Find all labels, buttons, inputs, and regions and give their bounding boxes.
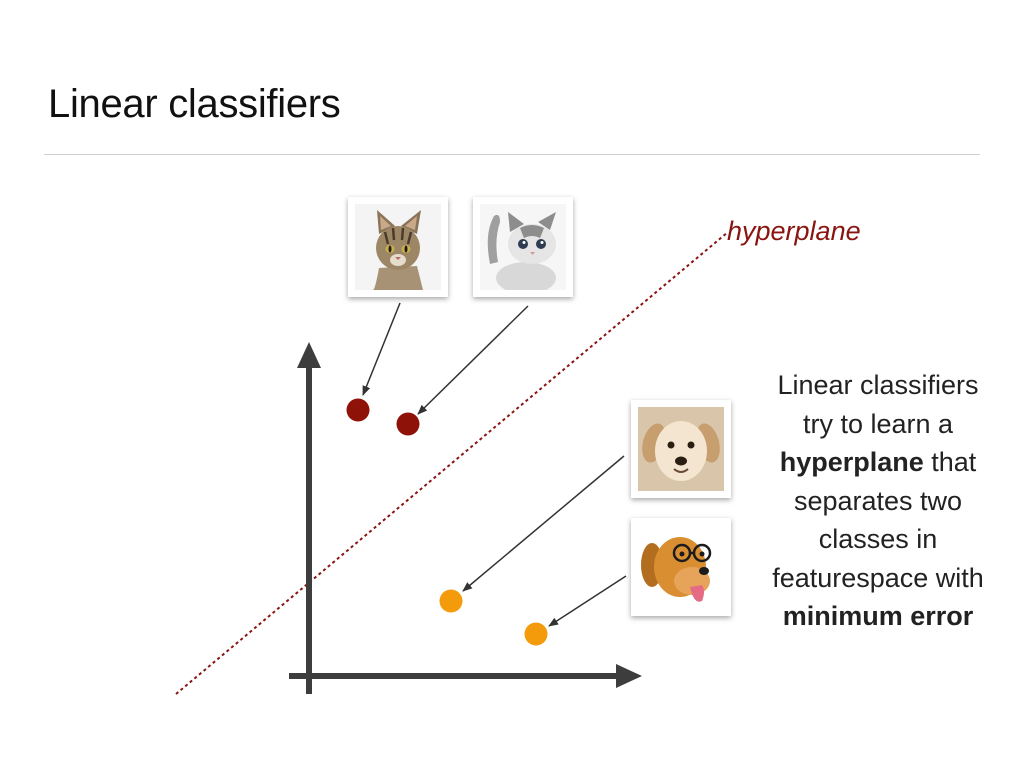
- cat-photo-icon: [355, 204, 441, 290]
- arrow-dog-2: [548, 575, 627, 627]
- description-bold-hyperplane: hyperplane: [779, 447, 924, 477]
- description-part1: Linear classifiers try to learn a: [777, 370, 979, 439]
- class-a-point: [346, 398, 370, 422]
- arrow-cat-1: [362, 302, 401, 396]
- kitten-photo-frame: [473, 197, 573, 297]
- class-b-point: [524, 622, 548, 646]
- class-b-point: [439, 589, 463, 613]
- description-bold-minimum-error: minimum error: [782, 601, 974, 631]
- puppy-photo-icon: [638, 407, 724, 491]
- class-a-point: [396, 412, 420, 436]
- y-axis: [297, 342, 321, 694]
- arrow-cat-2: [417, 305, 529, 415]
- description-part2: that separates two classes in featurespa…: [772, 447, 984, 593]
- description-text: Linear classifiers try to learn a hyperp…: [762, 366, 994, 636]
- hyperplane-label: hyperplane: [727, 216, 861, 246]
- dog-with-glasses-photo-frame: [631, 518, 731, 616]
- dog-with-glasses-photo-icon: [638, 525, 724, 609]
- kitten-photo-icon: [480, 204, 566, 290]
- arrow-dog-1: [462, 455, 625, 592]
- title-divider: [44, 154, 980, 155]
- slide-title: Linear classifiers: [48, 82, 341, 126]
- cat-photo-frame: [348, 197, 448, 297]
- x-axis: [289, 664, 642, 688]
- puppy-photo-frame: [631, 400, 731, 498]
